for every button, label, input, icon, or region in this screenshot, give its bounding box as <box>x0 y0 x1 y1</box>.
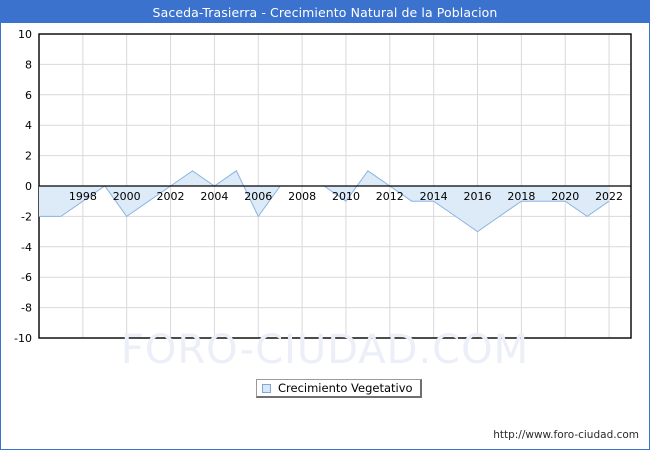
y-tick-label: -4 <box>21 241 32 254</box>
x-tick-label: 2010 <box>332 190 360 203</box>
line-area-chart: -10 -8 -6 -4 -2 0 2 4 6 8 10 1998 2000 2002 2004 2006 2… <box>14 28 632 345</box>
y-tick-label: 4 <box>25 119 32 132</box>
x-tick-label: 2012 <box>376 190 404 203</box>
y-tick-label: 8 <box>25 58 32 71</box>
y-tick-label: -2 <box>21 210 32 223</box>
legend-item-label: Crecimiento Vegetativo <box>278 381 413 395</box>
x-tick-label: 2020 <box>551 190 579 203</box>
x-tick-label: 2000 <box>113 190 141 203</box>
x-tick-label: 2018 <box>507 190 535 203</box>
page-title: Saceda-Trasierra - Crecimiento Natural d… <box>152 4 498 20</box>
x-tick-label: 1998 <box>69 190 97 203</box>
x-axis-tick-labels: 1998 2000 2002 2004 2006 2008 2010 2012 2014 2016… <box>69 190 623 203</box>
y-tick-label: 0 <box>25 180 32 193</box>
title-bar: Saceda-Trasierra - Crecimiento Natural d… <box>1 1 649 23</box>
footer-url: http://www.foro-ciudad.com <box>493 429 639 441</box>
x-tick-label: 2004 <box>200 190 228 203</box>
y-tick-label: 6 <box>25 89 32 102</box>
y-tick-label: -10 <box>14 332 32 345</box>
x-tick-label: 2002 <box>157 190 185 203</box>
x-tick-label: 2022 <box>595 190 623 203</box>
y-tick-label: -6 <box>21 271 32 284</box>
legend-swatch-icon <box>262 383 271 393</box>
y-tick-label: -8 <box>21 302 32 315</box>
x-tick-label: 2016 <box>464 190 492 203</box>
chart-container: -10 -8 -6 -4 -2 0 2 4 6 8 10 1998 2000 2002 2004 2006 2… <box>1 23 649 449</box>
chart-legend: Crecimiento Vegetativo <box>256 379 422 398</box>
x-tick-label: 2008 <box>288 190 316 203</box>
x-tick-label: 2014 <box>420 190 448 203</box>
x-tick-label: 2006 <box>244 190 272 203</box>
y-tick-label: 2 <box>25 150 32 163</box>
y-axis-tick-labels: -10 -8 -6 -4 -2 0 2 4 6 8 10 <box>14 28 32 345</box>
y-tick-label: 10 <box>18 28 32 41</box>
